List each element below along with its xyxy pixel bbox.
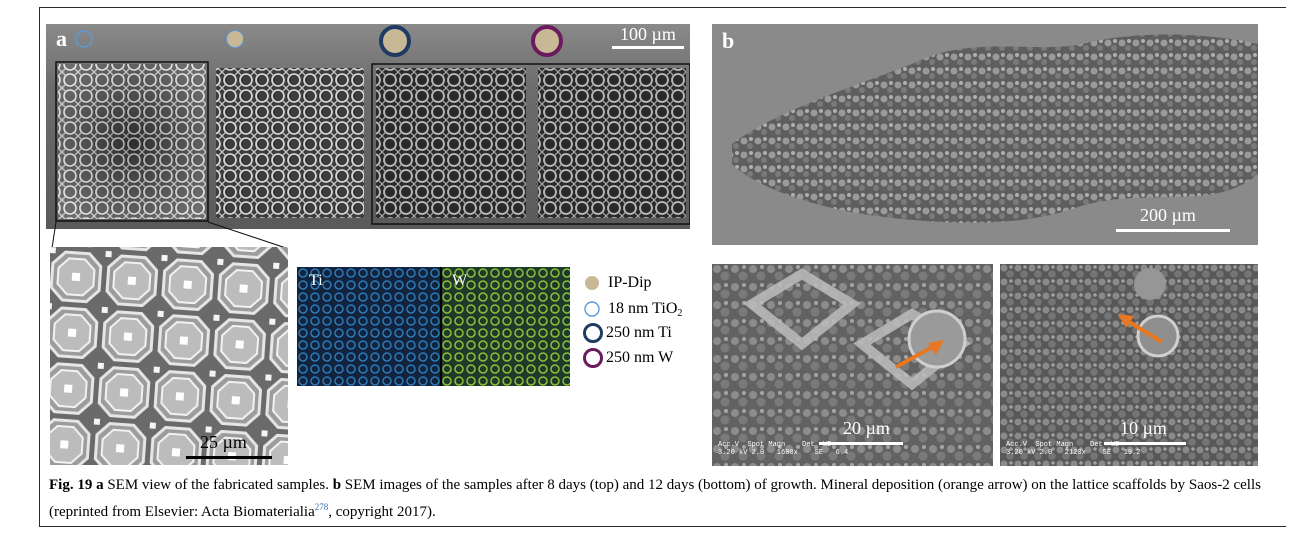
panel-a-zoom-sem: [50, 247, 288, 465]
panel-a-label: a: [56, 26, 67, 51]
panel-b-top-scale-text: 200 µm: [1140, 205, 1196, 225]
filled-circle-icon: [585, 276, 599, 290]
panel-b-top-scalebar: [1116, 229, 1230, 232]
panel-b-bottom-right-scalebar: [1104, 442, 1186, 445]
panel-b-bottom-left-meta: Acc.V Spot Magn Det WD 3.20 kV 2.0 1600x…: [718, 441, 849, 457]
panel-b-bottom-right-meta: Acc.V Spot Magn Det WD 3.20 kV 2.0 2120x…: [1006, 441, 1141, 457]
panel-a-scalebar: [612, 46, 684, 49]
legend-item-ip-dip: IP-Dip: [582, 271, 652, 295]
thick-ring-icon: [583, 323, 603, 343]
caption-part-b-label: b: [332, 477, 342, 493]
w-ring-icon: [531, 25, 563, 57]
legend-item-w: 250 nm W: [582, 346, 673, 370]
figure-frame: [39, 7, 1286, 527]
panel-b-top-sem: [712, 24, 1258, 245]
caption-tail: , copyright 2017).: [328, 504, 436, 520]
zoom-connector-lines: [51, 221, 287, 249]
legend-label: IP-Dip: [608, 274, 652, 291]
legend-label: 18 nm TiO2: [608, 299, 683, 319]
legend-label: 250 nm Ti: [606, 324, 672, 341]
panel-a-zoom-scalebar: [186, 456, 272, 459]
panel-a-sem-strip: [46, 24, 690, 229]
caption-part-b-text: SEM images of the samples after 8 days (…: [49, 477, 1261, 520]
legend-item-tio2: 18 nm TiO2: [582, 297, 682, 321]
citation-link[interactable]: 278: [314, 502, 329, 512]
panel-b-bottom-left-scale-text: 20 µm: [843, 418, 890, 438]
panel-a-lattice-graphic: [55, 61, 690, 225]
panel-a-zoom-scale-text: 25 µm: [200, 432, 247, 452]
edx-map: [297, 267, 570, 386]
panel-b-bottom-left-scalebar: [819, 442, 903, 445]
ti-ring-icon: [379, 25, 411, 57]
figure-caption: Fig. 19 a SEM view of the fabricated sam…: [49, 474, 1274, 523]
edx-ti-label: Ti: [309, 272, 323, 289]
orange-arrow-icon: [1118, 314, 1164, 344]
panel-a-scale-text: 100 µm: [620, 24, 676, 44]
panel-b-bottom-right-scale-text: 10 µm: [1120, 418, 1167, 438]
caption-part-a-text: SEM view of the fabricated samples.: [103, 477, 333, 493]
tio2-ring-icon: [75, 30, 93, 48]
legend-label: 250 nm W: [606, 349, 674, 366]
edx-w-label: W: [452, 272, 468, 289]
orange-arrow-icon: [895, 340, 944, 369]
thin-ring-icon: [584, 301, 600, 317]
legend-item-ti: 250 nm Ti: [582, 321, 672, 345]
caption-fig-label: Fig. 19: [49, 477, 93, 493]
ip-dip-circle-icon: [226, 30, 244, 48]
panel-b-label: b: [722, 28, 735, 53]
thick-ring-icon: [583, 348, 603, 368]
panel-b-bottom-left-sem: [712, 264, 993, 466]
caption-part-a-label: a: [96, 477, 104, 493]
panel-b-bottom-right-sem: [1000, 264, 1258, 466]
